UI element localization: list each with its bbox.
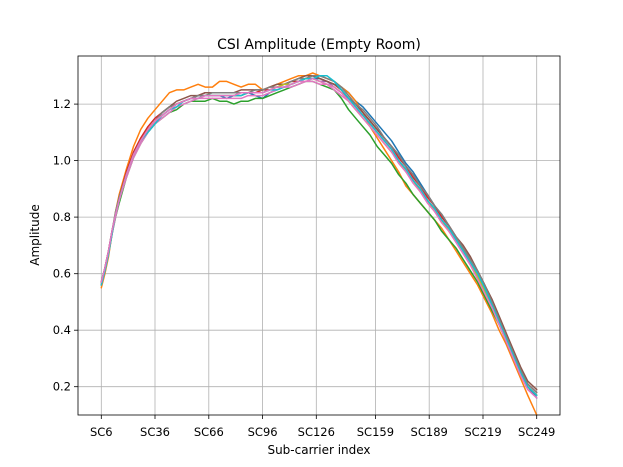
series-line-11 (100, 77, 538, 399)
series-line-7 (100, 80, 538, 396)
series-line-10 (100, 75, 538, 396)
x-tick-label: SC6 (90, 425, 113, 439)
series-line-2 (100, 72, 538, 416)
series-line-9 (100, 77, 538, 396)
x-tick-label: SC126 (298, 425, 335, 439)
tick-layer: SC6 SC36 SC66 SC96 SC126 SC159 SC189 SC219 SC249… (53, 97, 556, 439)
y-tick-label: 0.8 (53, 210, 71, 224)
x-tick-label: SC159 (357, 425, 394, 439)
x-tick-label: SC189 (411, 425, 448, 439)
x-tick-label: SC66 (194, 425, 224, 439)
series-line-6 (100, 75, 538, 391)
x-axis-label: Sub-carrier index (267, 443, 370, 457)
series-line-3 (100, 80, 538, 396)
x-tick-label: SC249 (518, 425, 555, 439)
y-axis-label: Amplitude (28, 204, 42, 266)
x-tick-label: SC219 (464, 425, 501, 439)
series-line-4 (100, 75, 538, 394)
chart-title: CSI Amplitude (Empty Room) (217, 37, 421, 53)
series-line-1 (100, 77, 538, 399)
y-tick-label: 0.4 (53, 323, 71, 337)
y-tick-label: 0.2 (53, 380, 71, 394)
series-layer (100, 72, 538, 416)
y-tick-label: 0.6 (53, 267, 71, 281)
series-line-5 (100, 77, 538, 396)
y-tick-label: 1.0 (53, 154, 71, 168)
x-tick-label: SC36 (140, 425, 170, 439)
series-line-8 (100, 75, 538, 394)
grid-layer (78, 56, 560, 415)
x-tick-label: SC96 (248, 425, 278, 439)
plot-frame (77, 55, 561, 416)
y-tick-label: 1.2 (53, 97, 71, 111)
